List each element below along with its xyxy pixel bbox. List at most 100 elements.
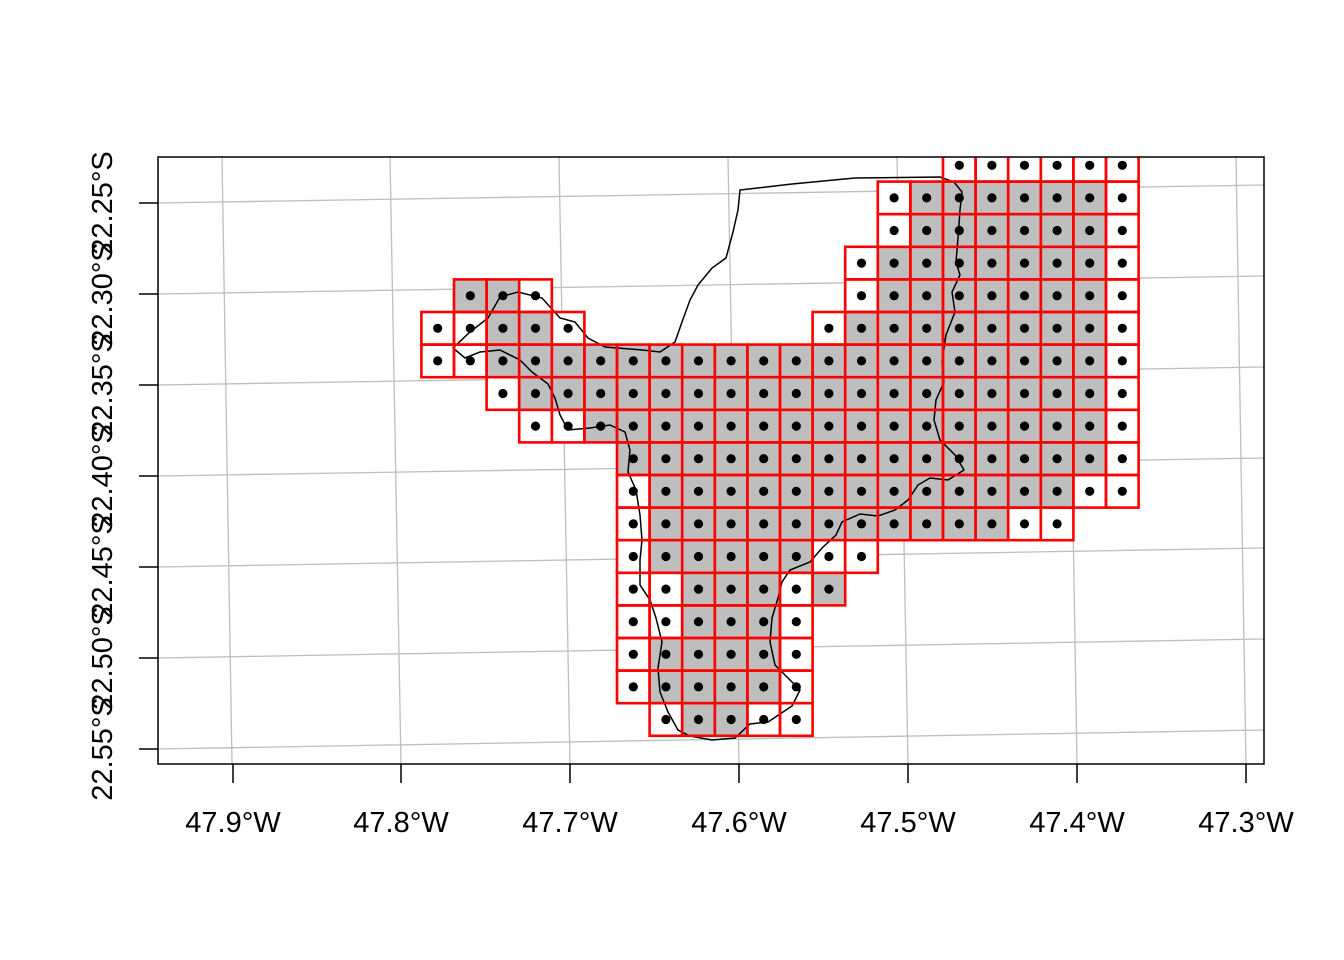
centroid-point (987, 486, 997, 496)
centroid-point (1019, 486, 1030, 496)
centroid-point (1117, 486, 1127, 496)
centroid-point (1019, 519, 1030, 529)
centroid-point (1117, 193, 1127, 203)
centroid-point (726, 421, 736, 431)
centroid-point (791, 519, 801, 529)
centroid-point (628, 551, 638, 562)
centroid-point (954, 258, 964, 268)
cell-centroid-points (433, 160, 1127, 725)
centroid-point (1052, 388, 1062, 399)
centroid-point (791, 584, 801, 594)
centroid-point (1117, 225, 1127, 236)
centroid-point (791, 551, 801, 562)
centroid-point (1052, 421, 1062, 431)
y-tick-label: 22.40°S (87, 424, 119, 528)
centroid-point (628, 356, 638, 366)
grid-cell-outline (843, 538, 880, 575)
centroid-point (661, 714, 671, 725)
centroid-point (824, 551, 834, 562)
plot-frame (157, 156, 1265, 765)
centroid-point (498, 356, 508, 366)
centroid-point (954, 454, 964, 464)
centroid-point (726, 682, 736, 692)
centroid-point (791, 649, 801, 659)
centroid-point (628, 584, 638, 594)
centroid-point (856, 388, 867, 399)
centroid-point (987, 225, 997, 236)
meridian-line-6 (1235, 157, 1247, 764)
centroid-point (1085, 486, 1095, 496)
y-tick-label: 22.50°S (87, 606, 119, 710)
centroid-point (1052, 160, 1062, 170)
centroid-point (922, 486, 932, 496)
grid-cell-outlines (420, 157, 1140, 738)
centroid-point (1085, 454, 1095, 464)
meridian-line-0 (221, 157, 233, 764)
centroid-point (693, 551, 704, 562)
centroid-point (856, 356, 867, 366)
centroid-point (1085, 356, 1095, 366)
centroid-point (530, 323, 541, 333)
centroid-point (596, 356, 606, 366)
y-tick-label: 22.30°S (87, 242, 119, 346)
centroid-point (628, 388, 638, 399)
centroid-point (856, 454, 867, 464)
x-tick-label: 47.4°W (1029, 807, 1125, 839)
grid-cell-outline (1104, 473, 1140, 509)
centroid-point (1052, 193, 1062, 203)
centroid-point (1117, 388, 1127, 399)
centroid-point (856, 291, 867, 301)
centroid-point (726, 551, 736, 562)
centroid-point (824, 388, 834, 399)
centroid-point (889, 486, 899, 496)
centroid-point (661, 584, 671, 594)
centroid-point (987, 519, 997, 529)
centroid-point (759, 714, 769, 725)
centroid-point (856, 551, 867, 562)
centroid-point (693, 388, 704, 399)
centroid-point (693, 486, 704, 496)
centroid-point (889, 258, 899, 268)
centroid-point (954, 356, 964, 366)
centroid-point (661, 486, 671, 496)
grid-cells (421, 157, 1139, 736)
centroid-point (954, 421, 964, 431)
centroid-point (1117, 454, 1127, 464)
centroid-point (1019, 258, 1030, 268)
centroid-point (1085, 323, 1095, 333)
y-axis: 22.25°S22.30°S22.35°S22.40°S22.45°S22.50… (87, 151, 158, 801)
x-axis: 47.9°W 47.8°W 47.7°W 47.6°W 47.5°W 47.4°W 47.3… (185, 764, 1294, 839)
centroid-point (726, 617, 736, 627)
centroid-point (1052, 291, 1062, 301)
centroid-point (889, 356, 899, 366)
centroid-point (954, 519, 964, 529)
centroid-point (856, 486, 867, 496)
centroid-point (530, 421, 541, 431)
centroid-point (465, 356, 475, 366)
centroid-point (824, 356, 834, 366)
centroid-point (693, 649, 704, 659)
centroid-point (791, 682, 801, 692)
centroid-point (498, 323, 508, 333)
centroid-point (889, 291, 899, 301)
centroid-point (954, 160, 964, 170)
centroid-point (824, 421, 834, 431)
centroid-point (824, 519, 834, 529)
centroid-point (889, 519, 899, 529)
centroid-point (726, 454, 736, 464)
centroid-point (661, 454, 671, 464)
centroid-point (922, 356, 932, 366)
centroid-point (661, 388, 671, 399)
centroid-point (759, 421, 769, 431)
centroid-point (922, 323, 932, 333)
centroid-point (856, 258, 867, 268)
centroid-point (693, 421, 704, 431)
centroid-point (1117, 291, 1127, 301)
centroid-point (498, 291, 508, 301)
centroid-point (530, 388, 541, 399)
centroid-point (596, 388, 606, 399)
centroid-point (1117, 323, 1127, 333)
x-tick-label: 47.6°W (691, 807, 787, 839)
centroid-point (954, 225, 964, 236)
